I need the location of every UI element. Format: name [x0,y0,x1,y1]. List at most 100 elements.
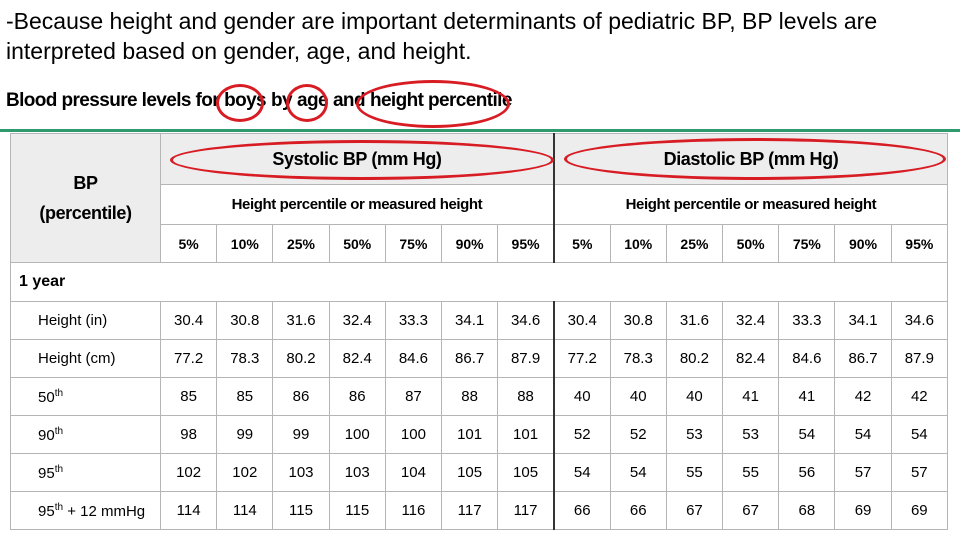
table-cell: 103 [272,453,330,492]
diastolic-percentile-header: 90% [834,224,892,263]
table-cell: 103 [328,453,386,492]
row-label: 95th [10,453,161,492]
intro-text: -Because height and gender are important… [6,8,878,64]
title-part-1: Blood pressure levels for [6,90,220,111]
table-cell: 87.9 [890,339,949,378]
systolic-percentile-header: 90% [441,224,499,263]
table-cell: 80.2 [665,339,724,378]
title-part-3: by [271,90,293,111]
table-cell: 32.4 [328,301,386,340]
row-label-text: 95 [38,464,55,482]
section-row: 1 year [10,262,948,302]
systolic-percentile-header: 50% [328,224,386,263]
table-cell: 87 [384,377,443,416]
diastolic-percentile-header: 95% [890,224,949,263]
table-cell: 117 [497,491,555,530]
table-cell: 98 [159,415,218,454]
table-row: 90th 98 99 99 100 100 101 101 52 52 53 53 54 54 54 [10,415,949,454]
row-label: 50th [10,377,161,416]
table-cell: 40 [609,377,667,416]
table-cell: 54 [609,453,667,492]
table-cell: 105 [497,453,555,492]
table-cell: 40 [553,377,611,416]
row-label: 90th [10,415,161,454]
table-cell: 66 [553,491,611,530]
table-cell: 54 [834,415,892,454]
row-label: Height (in) [10,301,161,340]
row-label-text: 90 [38,426,55,444]
table-cell: 67 [722,491,780,530]
table-cell: 41 [778,377,836,416]
diastolic-percentile-header: 25% [665,224,724,263]
table-cell: 99 [272,415,330,454]
table-cell: 68 [778,491,836,530]
table-cell: 33.3 [778,301,836,340]
table-cell: 30.4 [159,301,218,340]
diastolic-percentile-header: 10% [609,224,667,263]
systolic-percentile-header: 25% [272,224,330,263]
row-label-text: 95 [38,502,55,520]
table-cell: 57 [834,453,892,492]
table-cell: 86.7 [834,339,892,378]
table-cell: 100 [328,415,386,454]
table-cell: 116 [384,491,443,530]
table-cell: 77.2 [159,339,218,378]
table-cell: 82.4 [722,339,780,378]
table-row: Height (in) 30.4 30.8 31.6 32.4 33.3 34.1 34.6 3… [10,301,949,340]
diastolic-height-header: Height percentile or measured height [553,184,948,225]
table-cell: 34.6 [890,301,949,340]
row-label-superscript: th [54,387,64,399]
row-label: 95th + 12 mmHg [10,491,161,530]
table-cell: 54 [778,415,836,454]
table-cell: 30.8 [216,301,274,340]
systolic-percentile-header: 10% [216,224,274,263]
bp-label: BP [73,173,98,193]
table-cell: 33.3 [384,301,443,340]
table-cell: 67 [665,491,724,530]
table-row: 95th 102 102 103 103 104 105 105 54 54 55 55 56 57 57 [10,453,949,492]
table-cell: 85 [159,377,218,416]
table-cell: 104 [384,453,443,492]
diastolic-percentile-header: 50% [722,224,780,263]
table-row: Height (cm) 77.2 78.3 80.2 82.4 84.6 86.7 87.9 7… [10,339,949,378]
table-cell: 55 [722,453,780,492]
row-label-superscript: th [54,425,64,437]
table-cell: 31.6 [665,301,724,340]
table-cell: 86 [328,377,386,416]
table-cell: 34.1 [834,301,892,340]
table-cell: 55 [665,453,724,492]
table-cell: 114 [159,491,218,530]
row-label-text: 50 [38,388,55,406]
table-cell: 85 [216,377,274,416]
table-cell: 53 [722,415,780,454]
systolic-percentile-header: 5% [159,224,218,263]
title-word-age: age [297,90,329,111]
table-cell: 30.8 [609,301,667,340]
systolic-height-header: Height percentile or measured height [159,184,555,225]
row-label-text: Height (in) [38,312,108,329]
table-cell: 101 [441,415,499,454]
diastolic-percentile-header: 75% [778,224,836,263]
table-cell: 42 [834,377,892,416]
bp-sublabel: (percentile) [39,203,132,223]
bp-table: BP (percentile) Systolic BP (mm Hg) Dias… [10,133,949,530]
table-cell: 52 [609,415,667,454]
title-part-5: and [332,90,366,111]
table-cell: 53 [665,415,724,454]
row-label-text: Height (cm) [38,350,116,367]
table-cell: 56 [778,453,836,492]
table-cell: 57 [890,453,949,492]
table-cell: 69 [890,491,949,530]
table-cell: 102 [159,453,218,492]
table-cell: 41 [722,377,780,416]
table-cell: 69 [834,491,892,530]
table-cell: 117 [441,491,499,530]
table-title: Blood pressure levels for boys by age and hei… [6,90,517,112]
systolic-percentile-header: 95% [497,224,555,263]
divider-rule [0,129,960,132]
table-cell: 78.3 [216,339,274,378]
section-label: 1 year [10,262,948,302]
table-cell: 88 [497,377,555,416]
table-cell: 114 [216,491,274,530]
title-word-boys: boys [224,90,267,111]
